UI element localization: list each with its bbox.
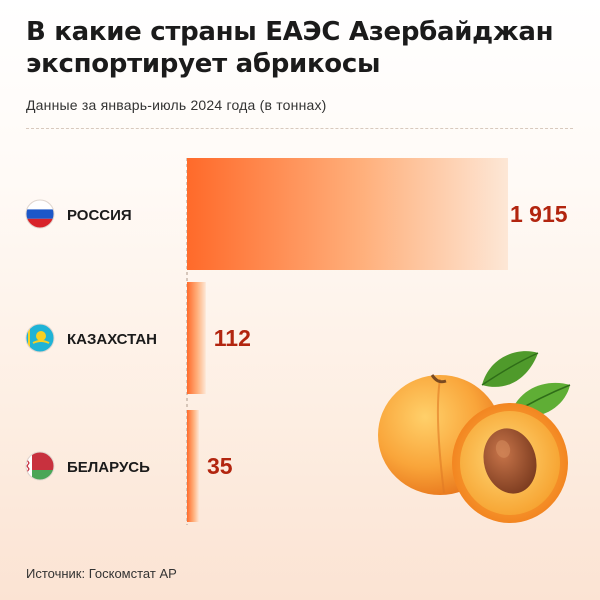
value-label: 1 915 — [510, 201, 568, 227]
value-label: 35 — [207, 453, 233, 479]
bar-3 — [187, 410, 199, 522]
kazakhstan-flag-icon — [25, 323, 55, 353]
header-divider — [26, 128, 573, 129]
category-label: БЕЛАРУСЬ — [67, 459, 150, 476]
category-label: РОССИЯ — [67, 207, 132, 224]
apricot-illustration — [378, 351, 571, 523]
bar-2 — [187, 282, 206, 394]
russia-flag-icon — [25, 199, 55, 229]
category-label: КАЗАХСТАН — [67, 331, 157, 348]
source-note: Источник: Госкомстат АР — [26, 566, 177, 581]
bar-1 — [187, 158, 508, 270]
value-label: 112 — [214, 325, 251, 351]
belarus-flag-icon — [25, 451, 55, 481]
chart-subtitle: Данные за январь-июль 2024 года (в тонна… — [26, 97, 327, 113]
chart-title: В какие страны ЕАЭС Азербайджан экспорти… — [26, 17, 554, 79]
